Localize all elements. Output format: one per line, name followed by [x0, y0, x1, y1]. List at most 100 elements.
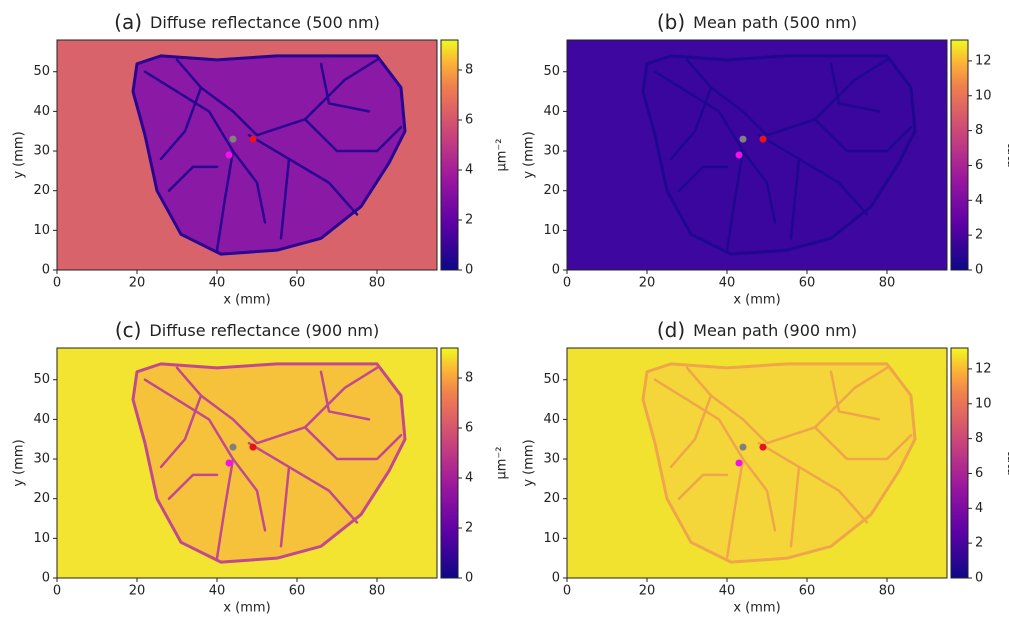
x-tick-label: 40 — [719, 584, 736, 599]
x-axis-label: x (mm) — [223, 601, 270, 616]
marker-point — [735, 151, 743, 159]
marker-point — [759, 135, 767, 143]
marker-point — [735, 459, 743, 467]
vessel — [303, 426, 403, 461]
x-tick-label: 0 — [563, 584, 571, 599]
vessel — [167, 473, 219, 500]
y-axis-label: y (mm) — [522, 131, 537, 178]
vessel — [279, 157, 291, 240]
x-tick-label: 80 — [369, 584, 386, 599]
x-tick-label: 20 — [639, 584, 656, 599]
colorbar-label: mm — [1005, 450, 1009, 475]
y-tick-label: 0 — [42, 263, 50, 278]
marker-point — [225, 459, 233, 467]
marker-point — [229, 443, 237, 451]
x-tick-label: 60 — [289, 584, 306, 599]
y-tick-label: 50 — [543, 64, 560, 79]
colorbar — [950, 347, 969, 579]
vessel — [231, 457, 267, 532]
vessel — [789, 465, 801, 548]
colorbar-tick-label: 12 — [975, 361, 992, 376]
marker-point — [249, 443, 257, 451]
title-text: Mean path (500 nm) — [693, 13, 857, 32]
vessel — [319, 62, 371, 113]
y-tick-label: 30 — [33, 144, 50, 159]
vessel — [669, 86, 713, 161]
x-tick-label: 40 — [719, 276, 736, 291]
colorbar-tick-label: 4 — [975, 193, 983, 208]
y-tick-label: 10 — [33, 223, 50, 238]
y-tick-label: 20 — [33, 183, 50, 198]
title-text: Diffuse reflectance (900 nm) — [149, 321, 379, 340]
y-tick-label: 20 — [543, 491, 560, 506]
colorbar-tick-label: 0 — [975, 263, 983, 278]
colorbar-tick-label: 10 — [975, 396, 992, 411]
colorbar — [950, 39, 969, 271]
colorbar-tick-label: 0 — [465, 571, 473, 586]
colorbar-tick-label: 2 — [465, 213, 473, 228]
colorbar-tick-label: 4 — [465, 163, 473, 178]
chart-title: (a) Diffuse reflectance (500 nm) — [114, 10, 380, 34]
vessel — [653, 378, 745, 560]
colorbar-tick-label: 0 — [975, 571, 983, 586]
marker-point — [759, 443, 767, 451]
y-tick-label: 30 — [33, 452, 50, 467]
chart-title: (b) Mean path (500 nm) — [657, 10, 857, 34]
vessel — [813, 426, 913, 461]
vessel — [167, 165, 219, 192]
x-axis-label: x (mm) — [223, 293, 270, 308]
y-tick-label: 40 — [33, 104, 50, 119]
x-tick-label: 80 — [879, 276, 896, 291]
colorbar-tick-label: 2 — [975, 536, 983, 551]
colorbar-label: mm — [1005, 142, 1009, 167]
colorbar-tick-label: 8 — [465, 371, 473, 386]
vessel — [303, 118, 403, 153]
y-tick-label: 0 — [42, 571, 50, 586]
x-axis-label: x (mm) — [733, 293, 780, 308]
marker-point — [229, 135, 237, 143]
vessel — [829, 62, 881, 113]
plot-frame — [56, 39, 438, 271]
colorbar-tick-label: 2 — [975, 228, 983, 243]
colorbar-tick-label: 2 — [465, 521, 473, 536]
plot-frame — [56, 347, 438, 579]
vessel — [143, 70, 235, 252]
chart-title: (c) Diffuse reflectance (900 nm) — [115, 318, 379, 342]
y-tick-label: 50 — [33, 64, 50, 79]
vessel — [741, 149, 777, 224]
colorbar — [440, 347, 459, 579]
vessel — [653, 70, 745, 252]
colorbar-tick-label: 8 — [975, 431, 983, 446]
x-tick-label: 80 — [879, 584, 896, 599]
x-tick-label: 60 — [289, 276, 306, 291]
vessel — [279, 465, 291, 548]
colorbar-tick-label: 8 — [975, 123, 983, 138]
y-axis-label: y (mm) — [522, 439, 537, 486]
x-tick-label: 20 — [639, 276, 656, 291]
marker-point — [739, 443, 747, 451]
y-tick-label: 50 — [33, 372, 50, 387]
x-tick-label: 80 — [369, 276, 386, 291]
vessel — [231, 149, 267, 224]
x-tick-label: 40 — [209, 584, 226, 599]
panel-label: (d) — [657, 318, 685, 342]
vessel — [677, 165, 729, 192]
colorbar-label: μm⁻² — [495, 138, 510, 171]
panel-label: (b) — [657, 10, 685, 34]
x-tick-label: 0 — [53, 584, 61, 599]
colorbar-tick-label: 6 — [975, 158, 983, 173]
colorbar-tick-label: 6 — [465, 421, 473, 436]
panel-label: (a) — [114, 10, 142, 34]
x-tick-label: 0 — [53, 276, 61, 291]
title-text: Mean path (900 nm) — [693, 321, 857, 340]
vessel — [757, 441, 869, 524]
colorbar-tick-label: 6 — [465, 113, 473, 128]
vessel — [677, 473, 729, 500]
y-axis-label: y (mm) — [12, 439, 27, 486]
colorbar-tick-label: 6 — [975, 466, 983, 481]
vessel — [159, 86, 203, 161]
colorbar-tick-label: 8 — [465, 63, 473, 78]
